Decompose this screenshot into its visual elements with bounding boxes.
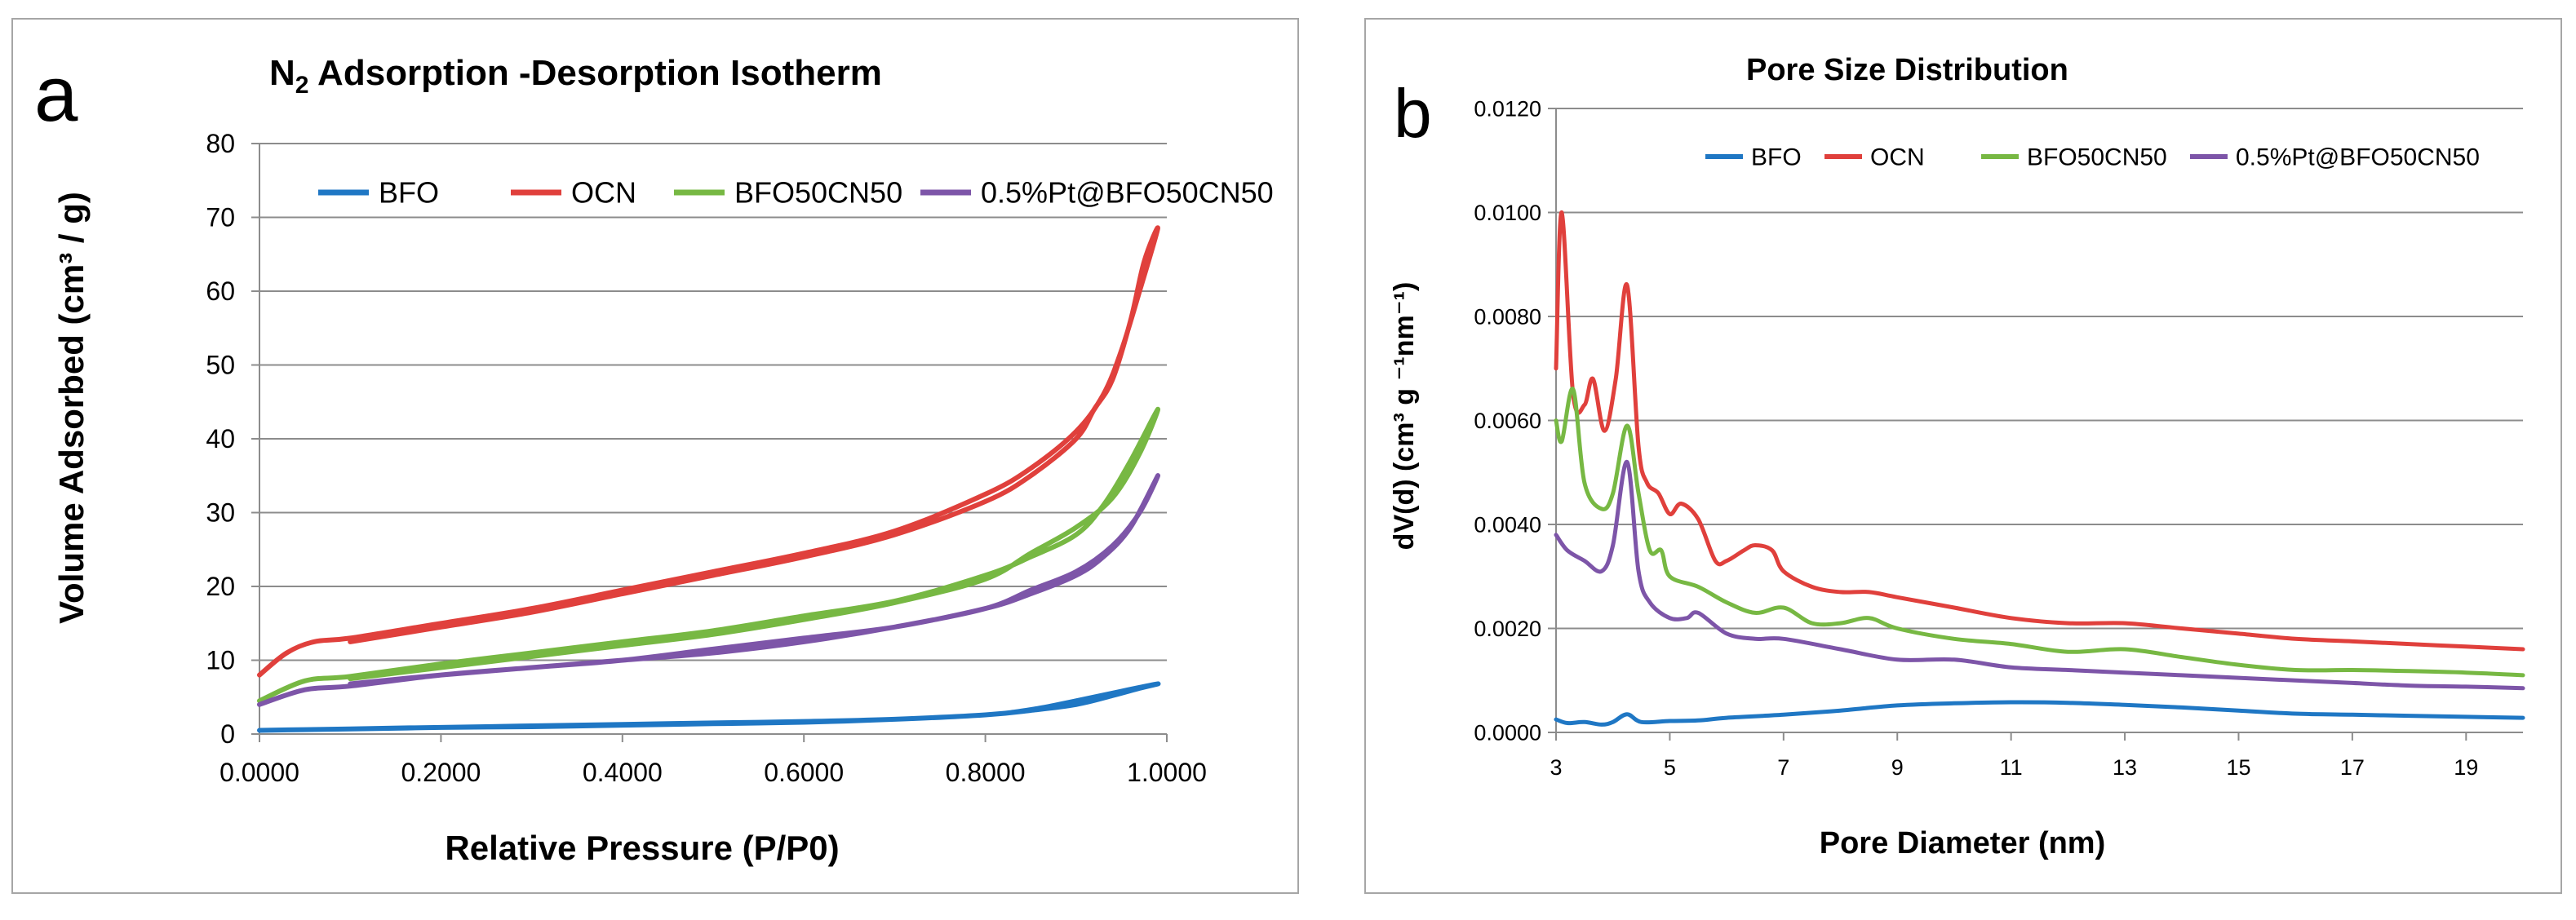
panel-b [1364, 18, 2562, 894]
panel-b-title: Pore Size Distribution [1746, 53, 2068, 87]
panel-b-y-tick-label: 0.0000 [1474, 720, 1541, 745]
panel-b-x-tick-label: 5 [1664, 755, 1676, 780]
panel-b-series-line-0 [1554, 700, 2525, 727]
panel-a-y-tick-label: 40 [206, 424, 235, 453]
panel-a-legend-label-2: BFO50CN50 [734, 176, 902, 210]
panel-b-legend-label-0: BFO [1751, 144, 1802, 171]
panel-a-y-tick-label: 50 [206, 351, 235, 380]
panel-a-title-main: N [269, 53, 295, 93]
panel-a-title: N2 Adsorption -Desorption Isotherm [269, 53, 882, 99]
panel-a-y-tick-label: 70 [206, 203, 235, 232]
panel-b-x-tick-label: 7 [1777, 755, 1789, 780]
panel-b-x-tick-label: 19 [2454, 755, 2478, 780]
panel-a-legend-label-3: 0.5%Pt@BFO50CN50 [981, 176, 1274, 210]
panel-b-plot: 0.0000 0.0020 0.0040 0.0060 0.0080 0.0100 0.01… [1474, 96, 2525, 780]
panel-a-series-line-1 [257, 225, 1160, 678]
panel-b-y-tick-label: 0.0080 [1474, 304, 1541, 329]
panel-a-series-line-3 [257, 473, 1160, 707]
panel-a-letter: a [34, 51, 78, 138]
panel-b-letter: b [1394, 75, 1432, 152]
panel-a-legend-label-0: BFO [379, 176, 439, 210]
panel-a-legend-label-1: OCN [571, 176, 636, 210]
panel-b-series-line-1 [1554, 210, 2525, 652]
panel-a-y-tick-label: 60 [206, 276, 235, 306]
panel-a-plot: 0 10 20 30 40 50 60 70 80 0.0000 0.2000 0.4000 0.600… [206, 129, 1273, 787]
panel-a-title-rest: Adsorption -Desorption Isotherm [308, 53, 881, 93]
panel-b-x-tick-label: 9 [1891, 755, 1904, 780]
panel-b-legend-label-2: BFO50CN50 [2027, 144, 2167, 171]
panel-b-series-line-3 [1554, 459, 2525, 691]
panel-b-legend-label-3: 0.5%Pt@BFO50CN50 [2236, 144, 2480, 171]
panel-a-y-tick-label: 20 [206, 572, 235, 601]
panel-a-x-tick-label: 0.0000 [219, 758, 299, 787]
panel-a-y-tick-label: 0 [220, 719, 235, 749]
panel-b-ylabel: dV(d) (cm³ g ⁻¹nm⁻¹) [1389, 282, 1420, 551]
panel-b-y-tick-label: 0.0100 [1474, 201, 1541, 225]
panel-a-y-tick-label: 80 [206, 129, 235, 158]
panel-a-xlabel: Relative Pressure (P/P0) [445, 829, 839, 867]
panel-b-x-tick-label: 11 [2000, 755, 2023, 780]
panel-b-y-tick-label: 0.0060 [1474, 409, 1541, 433]
panel-a-x-tick-label: 0.4000 [583, 758, 663, 787]
panel-a-series-line-0 [257, 681, 1161, 733]
panel-b-x-tick-label: 15 [2226, 755, 2250, 780]
panel-b-x-tick-label: 17 [2340, 755, 2365, 780]
panel-a-ylabel: Volume Adsorbed (cm³ / g) [52, 192, 91, 624]
panel-b-legend-label-1: OCN [1870, 144, 1925, 171]
panel-a-series-line-2 [257, 406, 1160, 704]
panel-a-x-tick-label: 0.8000 [946, 758, 1026, 787]
panel-b-y-tick-label: 0.0120 [1474, 96, 1541, 121]
panel-b-x-tick-label: 3 [1550, 755, 1562, 780]
panel-a-y-tick-label: 30 [206, 498, 235, 528]
panel-a-title-sub: 2 [295, 72, 309, 99]
panel-b-y-tick-label: 0.0040 [1474, 512, 1541, 537]
panel-a-x-tick-label: 0.2000 [401, 758, 481, 787]
panel-b-x-tick-label: 13 [2113, 755, 2137, 780]
panel-a [11, 18, 1299, 894]
panel-b-series-line-2 [1554, 387, 2525, 678]
panel-a-y-tick-label: 10 [206, 646, 235, 675]
panel-b-y-tick-label: 0.0020 [1474, 617, 1541, 641]
panel-a-x-tick-label: 0.6000 [764, 758, 844, 787]
panel-b-xlabel: Pore Diameter (nm) [1820, 826, 2106, 860]
panel-a-x-tick-label: 1.0000 [1127, 758, 1207, 787]
